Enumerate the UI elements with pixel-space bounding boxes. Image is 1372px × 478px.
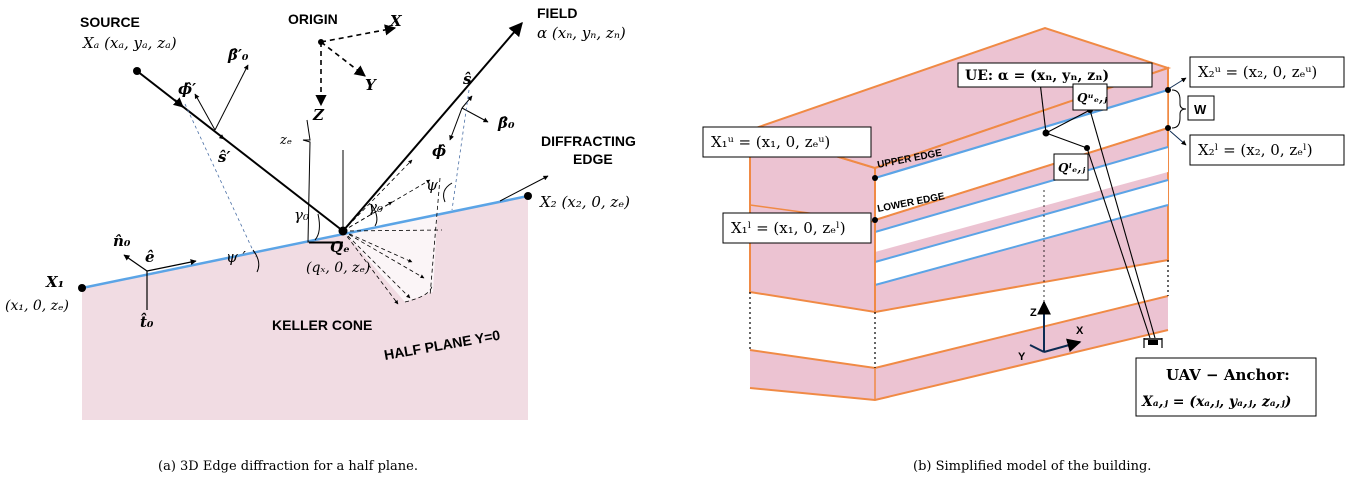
x1u-box [702,126,872,158]
axis-z-label-b: Z [1030,307,1037,319]
ue-label: UE: α = (xₙ, yₙ, zₙ) [965,68,1109,84]
diffracting-edge-line [81,194,529,290]
x2l-box [1189,134,1345,166]
x2-point [524,192,532,200]
ze-label: zₑ [279,133,292,148]
x2l-label: X₂ˡ = (x₂, 0, zₑˡ) [1198,141,1313,159]
x1l-box [722,212,872,244]
uav-anchor-box [1135,357,1317,417]
s-hat-label: ŝ [463,70,472,88]
uav-anchor-line2: Xₐ,ⱼ = (xₐ,ⱼ, yₐ,ⱼ, zₐ,ⱼ) [1141,394,1291,410]
keller-cone-label: KELLER CONE [272,317,372,333]
ue-label-box [957,62,1153,88]
ze-bracket [302,119,343,243]
axis-z-label: Z [312,106,325,124]
field-coord: α (xₙ, yₙ, zₙ) [537,24,626,42]
qu-box [1072,83,1108,111]
qu-label: Qᵘₑ,ⱼ [1077,91,1107,105]
source-point [133,67,141,75]
w-bracket [1171,89,1187,129]
source-coord: Xₐ (xₐ, yₐ, zₐ) [82,34,177,52]
panel-a-text: SOURCE Xₐ (xₐ, yₐ, zₐ) ORIGIN X Y Z FIEL… [5,5,636,474]
diffracting-edge-label-1: DIFFRACTING [541,133,636,149]
diffracted-ray [342,21,523,232]
t0-label: t̂₀ [140,312,154,331]
ql-label: Qˡₑ,ⱼ [1058,161,1085,175]
x2-label: X₂ (x₂, 0, zₑ) [539,193,630,211]
caption-b: (b) Simplified model of the building. [913,459,1151,474]
keller-cone-rays [342,159,443,305]
gamma0-left-label: γ₀ [294,206,309,224]
upper-edge-line [874,88,1169,180]
qe-label: Qₑ [330,238,350,256]
uav-icon [1143,338,1163,348]
lower-edge-line [874,127,1169,221]
diffracting-edge-label-2: EDGE [573,151,613,167]
psi-label: ψ [426,176,438,194]
origin-title: ORIGIN [288,11,338,27]
x2u-label: X₂ᵘ = (x₂, 0, zₑᵘ) [1198,63,1317,81]
phi-prime-label: ϕ̂′ [178,80,196,98]
w-label: W [1194,102,1207,117]
ql-box [1053,153,1089,181]
psi-prime-label: ψ ′ [226,248,247,266]
axis-x-label: X [389,12,403,30]
x1-title: X₁ [45,273,64,291]
phi-hat-label: ϕ̂ [432,142,446,160]
axis-x-label-b: X [1076,325,1084,337]
panel-a [78,21,549,420]
qe-coord: (qₓ, 0, zₑ) [306,260,370,276]
gamma0-right-label: γ₀ [368,198,383,216]
qe-point [338,226,348,236]
x2u-box [1189,56,1345,88]
source-title: SOURCE [80,14,140,30]
x1-point [78,284,86,292]
field-title: FIELD [537,5,577,21]
axis-y-label-b: Y [1018,351,1026,363]
axis-y-label: Y [365,76,377,94]
incident-ray [136,70,344,232]
n0-label: n̂₀ [113,232,131,250]
panel-b [702,26,1345,417]
s-hat-prime-label: ŝ′ [218,148,230,166]
half-plane [82,196,528,420]
e-hat-label: ê [145,248,155,266]
axes-icon [1029,300,1082,353]
beta0-label: β̂₀ [497,114,515,132]
beta0-prime-label: β̂′₀ [227,46,249,64]
x1u-label: X₁ᵘ = (x₁, 0, zₑᵘ) [711,133,830,151]
caption-a: (a) 3D Edge diffraction for a half plane… [158,459,418,474]
keller-cone-region [343,162,440,302]
x1l-label: X₁ˡ = (x₁, 0, zₑˡ) [731,219,846,237]
x1-coord: (x₁, 0, zₑ) [5,298,69,314]
uav-anchor-line1: UAV − Anchor: [1166,366,1290,384]
